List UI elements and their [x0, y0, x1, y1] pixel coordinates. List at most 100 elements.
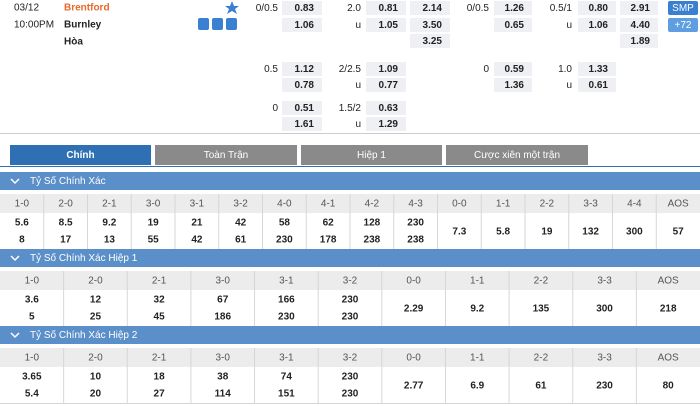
odds-box[interactable]: [282, 18, 322, 32]
score-odds[interactable]: 32: [154, 295, 166, 306]
odds-box[interactable]: [620, 18, 658, 32]
odds-value[interactable]: 0.59: [505, 64, 525, 75]
tab[interactable]: [446, 145, 588, 165]
score-odds[interactable]: 6.9: [470, 381, 484, 392]
score-odds[interactable]: 2.29: [404, 304, 424, 315]
section-title[interactable]: Tỷ Số Chính Xác Hiệp 1: [30, 252, 138, 264]
score-odds[interactable]: 74: [281, 372, 293, 383]
score-odds[interactable]: 42: [191, 235, 203, 246]
score-odds[interactable]: 238: [364, 235, 381, 246]
odds-value[interactable]: 4.40: [631, 20, 651, 31]
odds-box[interactable]: [366, 18, 406, 32]
score-odds[interactable]: 21: [191, 218, 203, 229]
odds-box[interactable]: [410, 1, 450, 15]
score-odds[interactable]: 5: [29, 312, 35, 323]
odds-value[interactable]: 3.50: [423, 20, 443, 31]
smp-button[interactable]: [668, 1, 698, 15]
odds-value[interactable]: 1.09: [379, 64, 399, 75]
odds-value[interactable]: 0.83: [295, 3, 315, 14]
score-odds[interactable]: 5.6: [15, 218, 29, 229]
odds-box[interactable]: [366, 101, 406, 115]
score-odds[interactable]: 5.4: [25, 389, 39, 400]
section-title[interactable]: Tỷ Số Chính Xác: [30, 175, 106, 187]
score-odds[interactable]: 8: [19, 235, 25, 246]
score-odds[interactable]: 230: [276, 235, 293, 246]
odds-value[interactable]: 0.77: [379, 80, 399, 91]
section-header[interactable]: [0, 249, 700, 267]
score-odds[interactable]: 132: [582, 227, 599, 238]
odds-box[interactable]: [620, 1, 658, 15]
score-odds[interactable]: 3.65: [22, 372, 42, 383]
away-team[interactable]: Burnley: [64, 20, 102, 31]
score-odds[interactable]: 218: [660, 304, 677, 315]
odds-box[interactable]: [578, 18, 616, 32]
odds-value[interactable]: 0.80: [589, 3, 609, 14]
score-odds[interactable]: 128: [364, 218, 381, 229]
score-odds[interactable]: 238: [407, 235, 424, 246]
tab-label[interactable]: Toàn Trận: [204, 150, 248, 161]
more-label[interactable]: +72: [675, 20, 692, 31]
odds-box[interactable]: [282, 1, 322, 15]
score-odds[interactable]: 12: [90, 295, 102, 306]
odds-box[interactable]: [494, 78, 532, 92]
score-odds[interactable]: 5.8: [496, 227, 510, 238]
score-odds[interactable]: 3.6: [25, 295, 39, 306]
odds-box[interactable]: [366, 117, 406, 131]
odds-box[interactable]: [282, 62, 322, 76]
smp-label[interactable]: SMP: [672, 3, 694, 14]
score-odds[interactable]: 300: [626, 227, 643, 238]
odds-box[interactable]: [282, 101, 322, 115]
collapse-chevron[interactable]: [10, 332, 20, 339]
score-odds[interactable]: 186: [214, 312, 231, 323]
odds-value[interactable]: 0.81: [379, 3, 399, 14]
score-odds[interactable]: 42: [235, 218, 247, 229]
score-odds[interactable]: 10: [90, 372, 102, 383]
score-odds[interactable]: 61: [535, 381, 547, 392]
odds-value[interactable]: 0.65: [505, 20, 525, 31]
tab[interactable]: [301, 145, 442, 165]
tab[interactable]: [10, 145, 151, 165]
score-odds[interactable]: 178: [320, 235, 337, 246]
score-odds[interactable]: 18: [154, 372, 166, 383]
tab-label[interactable]: Hiệp 1: [357, 150, 386, 161]
score-odds[interactable]: 114: [215, 389, 232, 400]
odds-box[interactable]: [410, 34, 450, 48]
odds-box[interactable]: [366, 62, 406, 76]
odds-box[interactable]: [578, 78, 616, 92]
collapse-chevron[interactable]: [10, 255, 20, 262]
more-button[interactable]: [668, 18, 698, 32]
score-odds[interactable]: 230: [342, 389, 359, 400]
score-odds[interactable]: 230: [342, 372, 359, 383]
odds-box[interactable]: [366, 78, 406, 92]
score-odds[interactable]: 13: [104, 235, 116, 246]
odds-value[interactable]: 2.91: [631, 3, 651, 14]
score-odds[interactable]: 38: [217, 372, 229, 383]
odds-value[interactable]: 0.63: [379, 103, 399, 114]
score-odds[interactable]: 27: [154, 389, 166, 400]
score-odds[interactable]: 62: [323, 218, 335, 229]
odds-value[interactable]: 1.89: [631, 36, 651, 47]
odds-value[interactable]: 1.29: [379, 119, 399, 130]
score-odds[interactable]: 230: [342, 295, 359, 306]
tab-label[interactable]: Cược xiên một trận: [474, 150, 560, 161]
score-odds[interactable]: 45: [154, 312, 166, 323]
section-header[interactable]: [0, 172, 700, 190]
score-odds[interactable]: 19: [148, 218, 160, 229]
score-odds[interactable]: 67: [217, 295, 229, 306]
odds-value[interactable]: 2.14: [423, 3, 443, 14]
score-odds[interactable]: 7.3: [452, 227, 466, 238]
score-odds[interactable]: 230: [596, 381, 613, 392]
score-odds[interactable]: 230: [342, 312, 359, 323]
odds-value[interactable]: 0.61: [589, 80, 609, 91]
icon-odds[interactable]: [212, 18, 223, 30]
odds-box[interactable]: [282, 78, 322, 92]
odds-value[interactable]: 1.05: [379, 20, 399, 31]
odds-value[interactable]: 1.06: [589, 20, 609, 31]
score-odds[interactable]: 17: [60, 235, 72, 246]
score-odds[interactable]: 300: [596, 304, 613, 315]
odds-value[interactable]: 1.26: [505, 3, 525, 14]
odds-box[interactable]: [366, 1, 406, 15]
odds-value[interactable]: 1.61: [295, 119, 315, 130]
score-odds[interactable]: 80: [663, 381, 675, 392]
odds-box[interactable]: [282, 117, 322, 131]
